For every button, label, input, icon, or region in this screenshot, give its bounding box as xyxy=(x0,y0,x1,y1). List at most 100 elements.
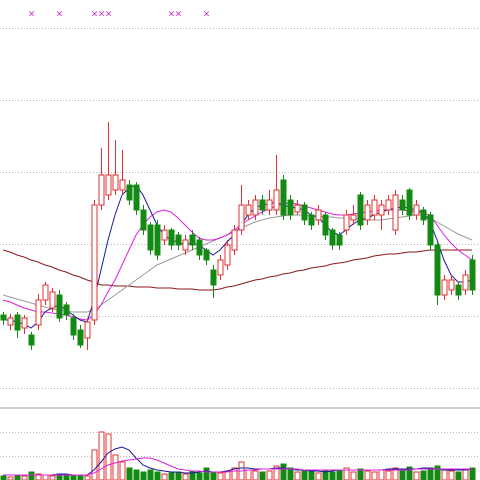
volume-bar xyxy=(70,475,77,480)
candle-body xyxy=(133,184,140,211)
candle-body xyxy=(406,189,413,216)
volume-bar xyxy=(301,469,308,480)
candle-body xyxy=(378,204,385,216)
candle-body xyxy=(126,184,133,201)
volume-bar xyxy=(63,474,70,480)
volume-bar xyxy=(49,475,56,480)
candle-body xyxy=(322,214,329,236)
volume-bar xyxy=(462,469,469,480)
volume-bar xyxy=(14,474,21,480)
candle-body xyxy=(224,244,231,266)
volume-bar xyxy=(28,471,35,480)
volume-bar xyxy=(350,471,357,480)
volume-bar xyxy=(210,471,217,480)
candle-body xyxy=(462,274,469,291)
signal-mark: × xyxy=(91,10,99,20)
candle-body xyxy=(35,299,42,326)
volume-bar xyxy=(133,469,140,480)
candle-body xyxy=(343,214,350,231)
candle-body xyxy=(301,204,308,221)
candle-body xyxy=(63,304,70,316)
volume-bar xyxy=(161,473,168,480)
volume-bar xyxy=(413,471,420,480)
candle-body xyxy=(203,249,210,261)
candle-body xyxy=(147,224,154,251)
volume-bar xyxy=(371,471,378,480)
candle-body xyxy=(70,317,77,336)
moving-average xyxy=(2,249,472,291)
volume-bar xyxy=(217,472,224,480)
candle-body xyxy=(399,199,406,211)
volume-bar xyxy=(7,476,14,480)
candle-body xyxy=(259,199,266,211)
volume-bar xyxy=(406,466,413,480)
candle-body xyxy=(77,329,84,346)
candle-body xyxy=(413,204,420,216)
candle-body xyxy=(161,229,168,241)
candle-body xyxy=(182,239,189,251)
volume-bar xyxy=(427,467,434,480)
volume-bar xyxy=(399,469,406,480)
volume-bar xyxy=(315,472,322,480)
candle-body xyxy=(217,259,224,276)
candle-body xyxy=(420,209,427,221)
signal-mark: × xyxy=(168,10,176,20)
candle-body xyxy=(105,174,112,196)
candle-body xyxy=(210,269,217,286)
candle-body xyxy=(168,229,175,246)
candle-body xyxy=(392,194,399,231)
volume-bar xyxy=(273,465,280,480)
volume-bar xyxy=(175,471,182,480)
volume-bar xyxy=(77,474,84,480)
candle-body xyxy=(441,279,448,296)
volume-moving-average xyxy=(3,457,472,476)
volume-bar xyxy=(420,470,427,480)
signal-mark: × xyxy=(203,10,211,20)
volume-bar xyxy=(378,469,385,480)
candle-body xyxy=(91,204,98,321)
volume-bar xyxy=(392,467,399,480)
candle-body xyxy=(308,214,315,226)
candle-body xyxy=(252,199,259,216)
candle-body xyxy=(119,179,126,191)
candle-body xyxy=(231,229,238,251)
candle-body xyxy=(84,321,91,339)
volume-bar xyxy=(0,475,7,480)
candle-body xyxy=(21,317,28,329)
volume-bar xyxy=(84,475,91,480)
volume-bar xyxy=(469,467,476,480)
volume-bar xyxy=(441,469,448,480)
candle-body xyxy=(266,199,273,211)
volume-bar xyxy=(308,470,315,480)
volume-bar xyxy=(364,470,371,480)
candle-body xyxy=(7,317,14,326)
volume-bar xyxy=(119,461,126,480)
volume-bar xyxy=(280,463,287,480)
candle-body xyxy=(336,234,343,246)
volume-bar xyxy=(21,475,28,480)
volume-bar xyxy=(343,467,350,480)
volume-bar xyxy=(105,433,112,480)
volume-bar xyxy=(140,471,147,480)
candle-body xyxy=(28,334,35,346)
candle-body xyxy=(350,214,357,221)
volume-bar xyxy=(336,470,343,480)
candle-body xyxy=(329,229,336,246)
volume-bar xyxy=(231,467,238,480)
volume-bar xyxy=(126,467,133,480)
volume-bar xyxy=(168,472,175,480)
candle-body xyxy=(455,284,462,296)
signal-mark: × xyxy=(56,10,64,20)
candle-body xyxy=(364,204,371,221)
candle-body xyxy=(245,204,252,216)
candle-body xyxy=(14,314,21,331)
candle-body xyxy=(140,209,147,231)
candle-body xyxy=(189,234,196,246)
volume-bar xyxy=(448,470,455,480)
volume-bar xyxy=(42,474,49,480)
candle-body xyxy=(112,174,119,191)
candle-body xyxy=(287,199,294,216)
candle-body xyxy=(427,214,434,246)
volume-bar xyxy=(203,467,210,480)
signal-mark: × xyxy=(98,10,106,20)
